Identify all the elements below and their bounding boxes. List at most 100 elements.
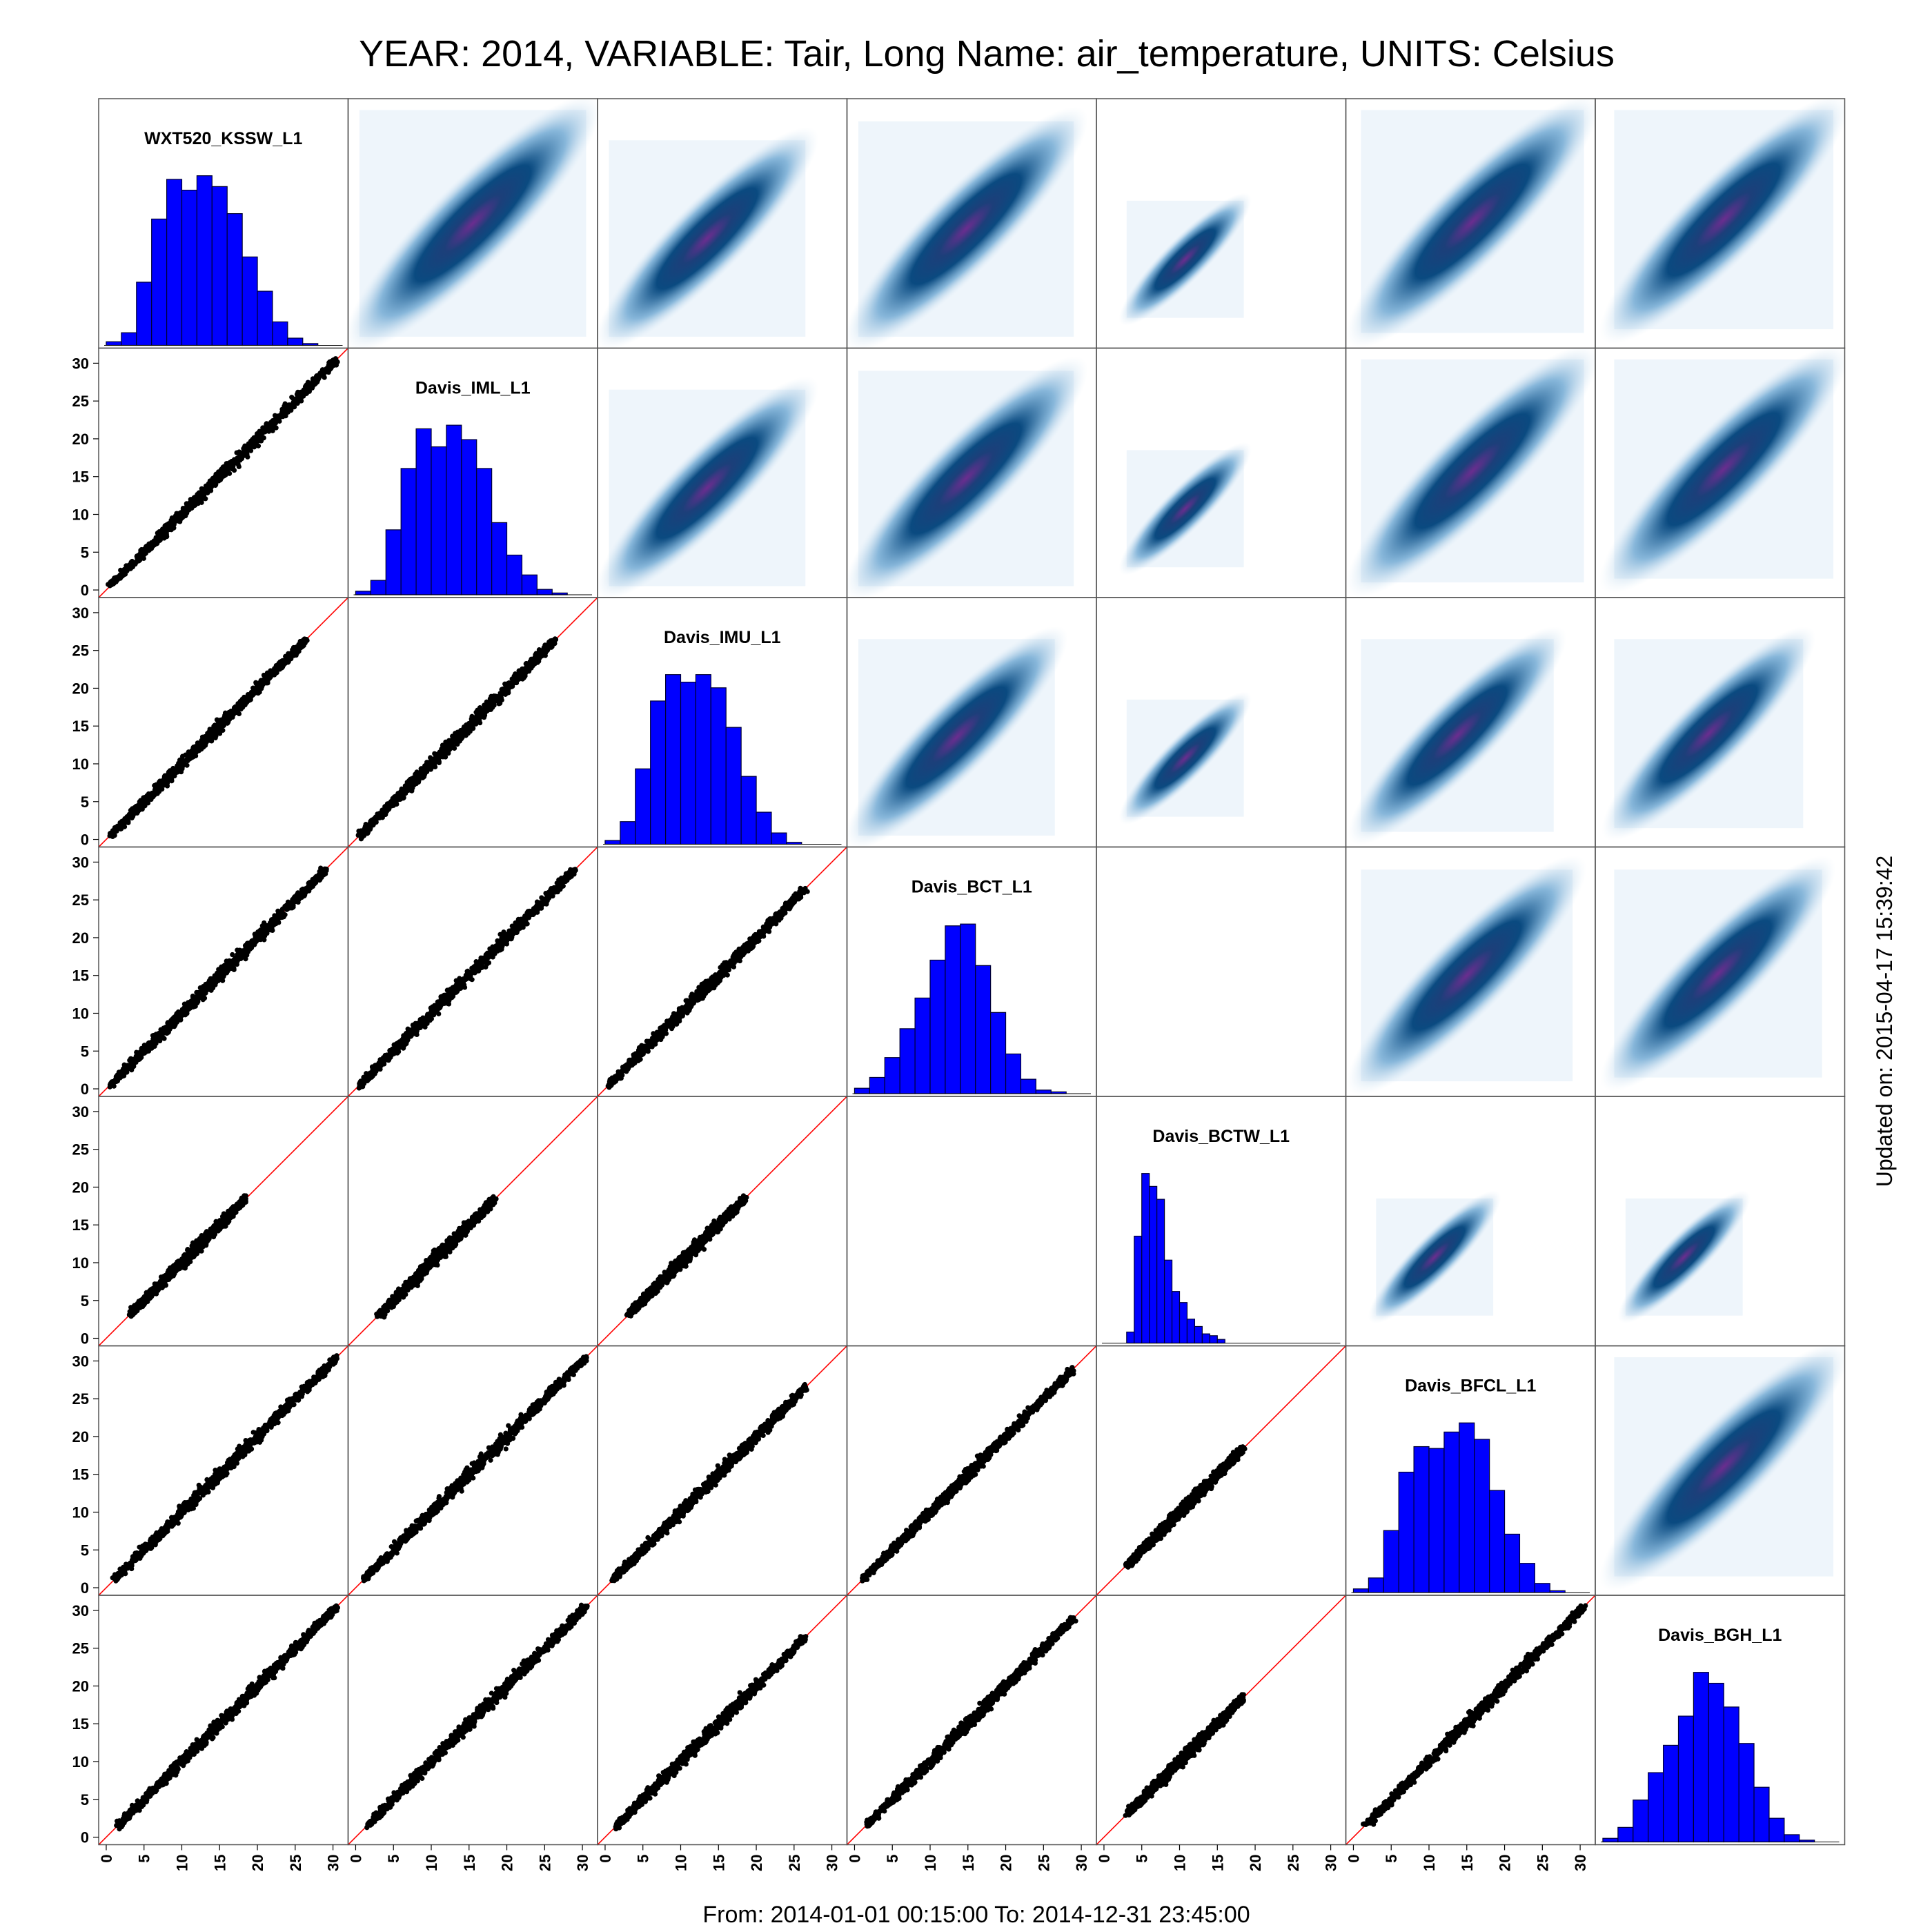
scatter-point — [558, 880, 563, 886]
panel-r2-c1 — [347, 597, 598, 848]
panel-content — [1346, 99, 1595, 348]
scatter-point — [193, 748, 199, 753]
histogram-bar — [680, 682, 697, 845]
scatter-point — [217, 723, 224, 729]
panel-r1-c2 — [597, 347, 848, 598]
scatter-point — [132, 1058, 138, 1064]
scatter-point — [234, 450, 239, 455]
scatter-point — [504, 687, 509, 693]
scatter-point — [400, 1038, 406, 1044]
scatter-point — [287, 905, 293, 910]
scatter-point — [172, 518, 178, 524]
panel-r2-c3 — [846, 597, 1097, 848]
scatter-points — [605, 885, 810, 1090]
scatter-point — [554, 885, 560, 891]
panel-content — [348, 99, 598, 348]
scatter-point — [334, 359, 339, 364]
scatter-point — [184, 1005, 189, 1011]
scatter-point — [448, 988, 453, 994]
scatter-point — [418, 768, 424, 773]
scatter-point — [171, 767, 177, 772]
panel-r3-c2 — [597, 846, 848, 1097]
scatter-point — [160, 1031, 166, 1036]
scatter-point — [442, 754, 448, 760]
scatter-point — [213, 982, 218, 987]
scatter-point — [515, 922, 520, 927]
scatter-point — [533, 906, 539, 911]
scatter-point — [487, 705, 493, 711]
scatter-point — [549, 889, 554, 894]
density-band — [1601, 626, 1816, 841]
scatter-point — [515, 672, 521, 678]
figure-title: YEAR: 2014, VARIABLE: Tair, Long Name: a… — [359, 33, 1615, 75]
scatter-point — [437, 749, 442, 755]
scatter-point — [457, 976, 462, 983]
density-band — [847, 106, 1089, 348]
scatter-point — [494, 695, 500, 700]
scatter-point — [521, 671, 527, 677]
scatter-point — [465, 975, 471, 981]
panel-r1-c3 — [846, 347, 1097, 598]
scatter-point — [436, 1011, 442, 1016]
scatter-point — [506, 683, 513, 689]
scatter-point — [405, 1034, 411, 1040]
panel-content — [1348, 626, 1567, 845]
scatter-point — [393, 1041, 399, 1047]
scatter-point — [211, 476, 217, 482]
panel-content — [603, 674, 842, 845]
scatter-point — [302, 637, 308, 642]
y-tick-label: 15 — [72, 469, 89, 486]
scatter-point — [446, 1001, 452, 1007]
y-tick-label: 0 — [81, 1081, 89, 1098]
scatter-point — [406, 778, 412, 784]
scatter-point — [384, 1052, 390, 1058]
scatter-point — [258, 937, 264, 943]
panel-r1-c4 — [1096, 347, 1347, 598]
scatter-point — [250, 437, 255, 442]
scatter-point — [293, 397, 299, 404]
scatter-point — [110, 1079, 115, 1085]
scatter-point — [570, 867, 575, 873]
histogram-bar — [506, 554, 523, 595]
scatter-point — [125, 1064, 130, 1070]
scatter-point — [496, 701, 502, 707]
scatter-point — [373, 814, 379, 820]
scatter-point — [395, 793, 400, 798]
panel-content — [104, 175, 343, 346]
scatter-point — [224, 465, 230, 471]
histogram-bar — [226, 213, 243, 346]
scatter-point — [395, 797, 400, 803]
scatter-point — [420, 1023, 426, 1029]
scatter-point — [197, 490, 202, 495]
histogram-bar — [257, 290, 273, 346]
scatter-point — [246, 944, 251, 949]
scatter-points — [107, 636, 310, 840]
scatter-point — [255, 431, 261, 436]
scatter-point — [411, 782, 417, 788]
scatter-point — [232, 457, 237, 463]
scatter-point — [135, 553, 140, 559]
scatter-point — [208, 488, 214, 493]
panel-r2-c4 — [1096, 597, 1347, 848]
density-band — [598, 376, 819, 598]
scatter-point — [231, 967, 237, 972]
scatter-point — [546, 896, 551, 901]
histogram-bar — [241, 256, 258, 346]
y-tick-label: 30 — [72, 604, 89, 622]
y-tick-label: 25 — [72, 393, 89, 410]
scatter-point — [413, 1029, 419, 1034]
panel-content — [99, 847, 348, 1096]
scatter-point — [400, 794, 405, 800]
scatter-point — [530, 663, 535, 669]
scatter-point — [460, 980, 465, 986]
density-band — [1118, 691, 1252, 825]
scatter-point — [208, 987, 214, 993]
scatter-point — [258, 685, 264, 691]
scatter-point — [153, 1032, 159, 1037]
y-tick-label: 0 — [81, 582, 89, 599]
scatter-point — [360, 829, 366, 836]
scatter-point — [239, 698, 245, 703]
scatter-point — [436, 758, 442, 765]
scatter-point — [256, 932, 262, 938]
scatter-point — [422, 1016, 428, 1022]
